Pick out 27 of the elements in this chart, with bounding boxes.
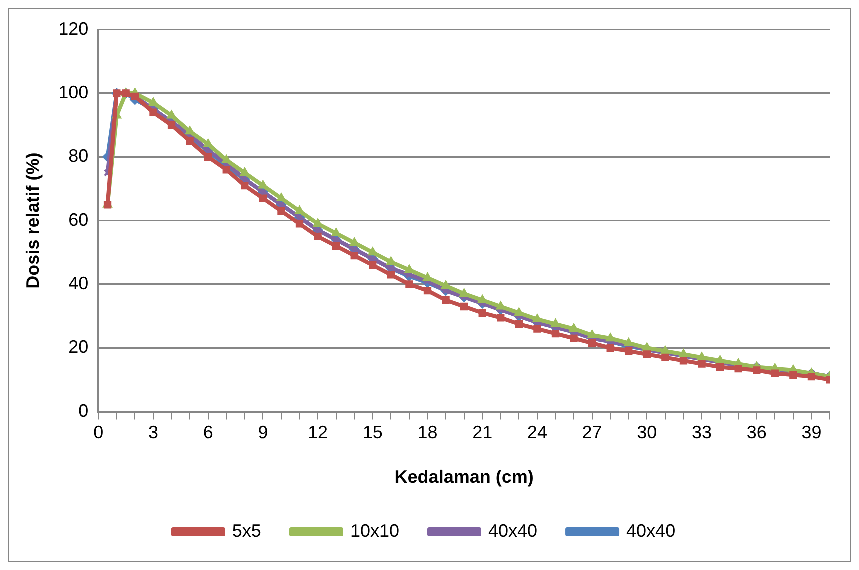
y-tick-label: 120 <box>58 18 89 39</box>
x-tick-label: 3 <box>148 422 158 443</box>
legend-label: 5x5 <box>232 520 262 541</box>
y-axis-title: Dosis relatif (%) <box>22 152 43 289</box>
x-tick-label: 9 <box>258 422 268 443</box>
x-tick-label: 24 <box>527 422 548 443</box>
y-tick-label: 20 <box>68 337 89 358</box>
x-tick-label: 21 <box>472 422 493 443</box>
x-tick-label: 27 <box>582 422 602 443</box>
x-tick-label: 6 <box>203 422 214 443</box>
x-axis-title: Kedalaman (cm) <box>394 467 534 488</box>
y-tick-label: 0 <box>78 400 89 421</box>
legend-label: 40x40 <box>488 520 538 541</box>
y-tick-label: 60 <box>68 210 89 230</box>
y-tick-label: 100 <box>58 82 89 102</box>
y-tick-label: 40 <box>68 273 89 294</box>
x-tick-label: 33 <box>692 422 712 443</box>
x-tick-label: 18 <box>418 422 438 443</box>
x-tick-label: 15 <box>362 422 383 443</box>
x-tick-label: 39 <box>802 422 822 443</box>
x-tick-label: 36 <box>746 422 767 443</box>
x-tick-label: 0 <box>94 422 104 443</box>
x-tick-label: 12 <box>308 422 328 443</box>
y-tick-label: 80 <box>68 146 89 166</box>
legend-label: 10x10 <box>350 520 400 541</box>
legend-label: 40x40 <box>626 520 676 541</box>
x-tick-label: 30 <box>637 422 658 443</box>
